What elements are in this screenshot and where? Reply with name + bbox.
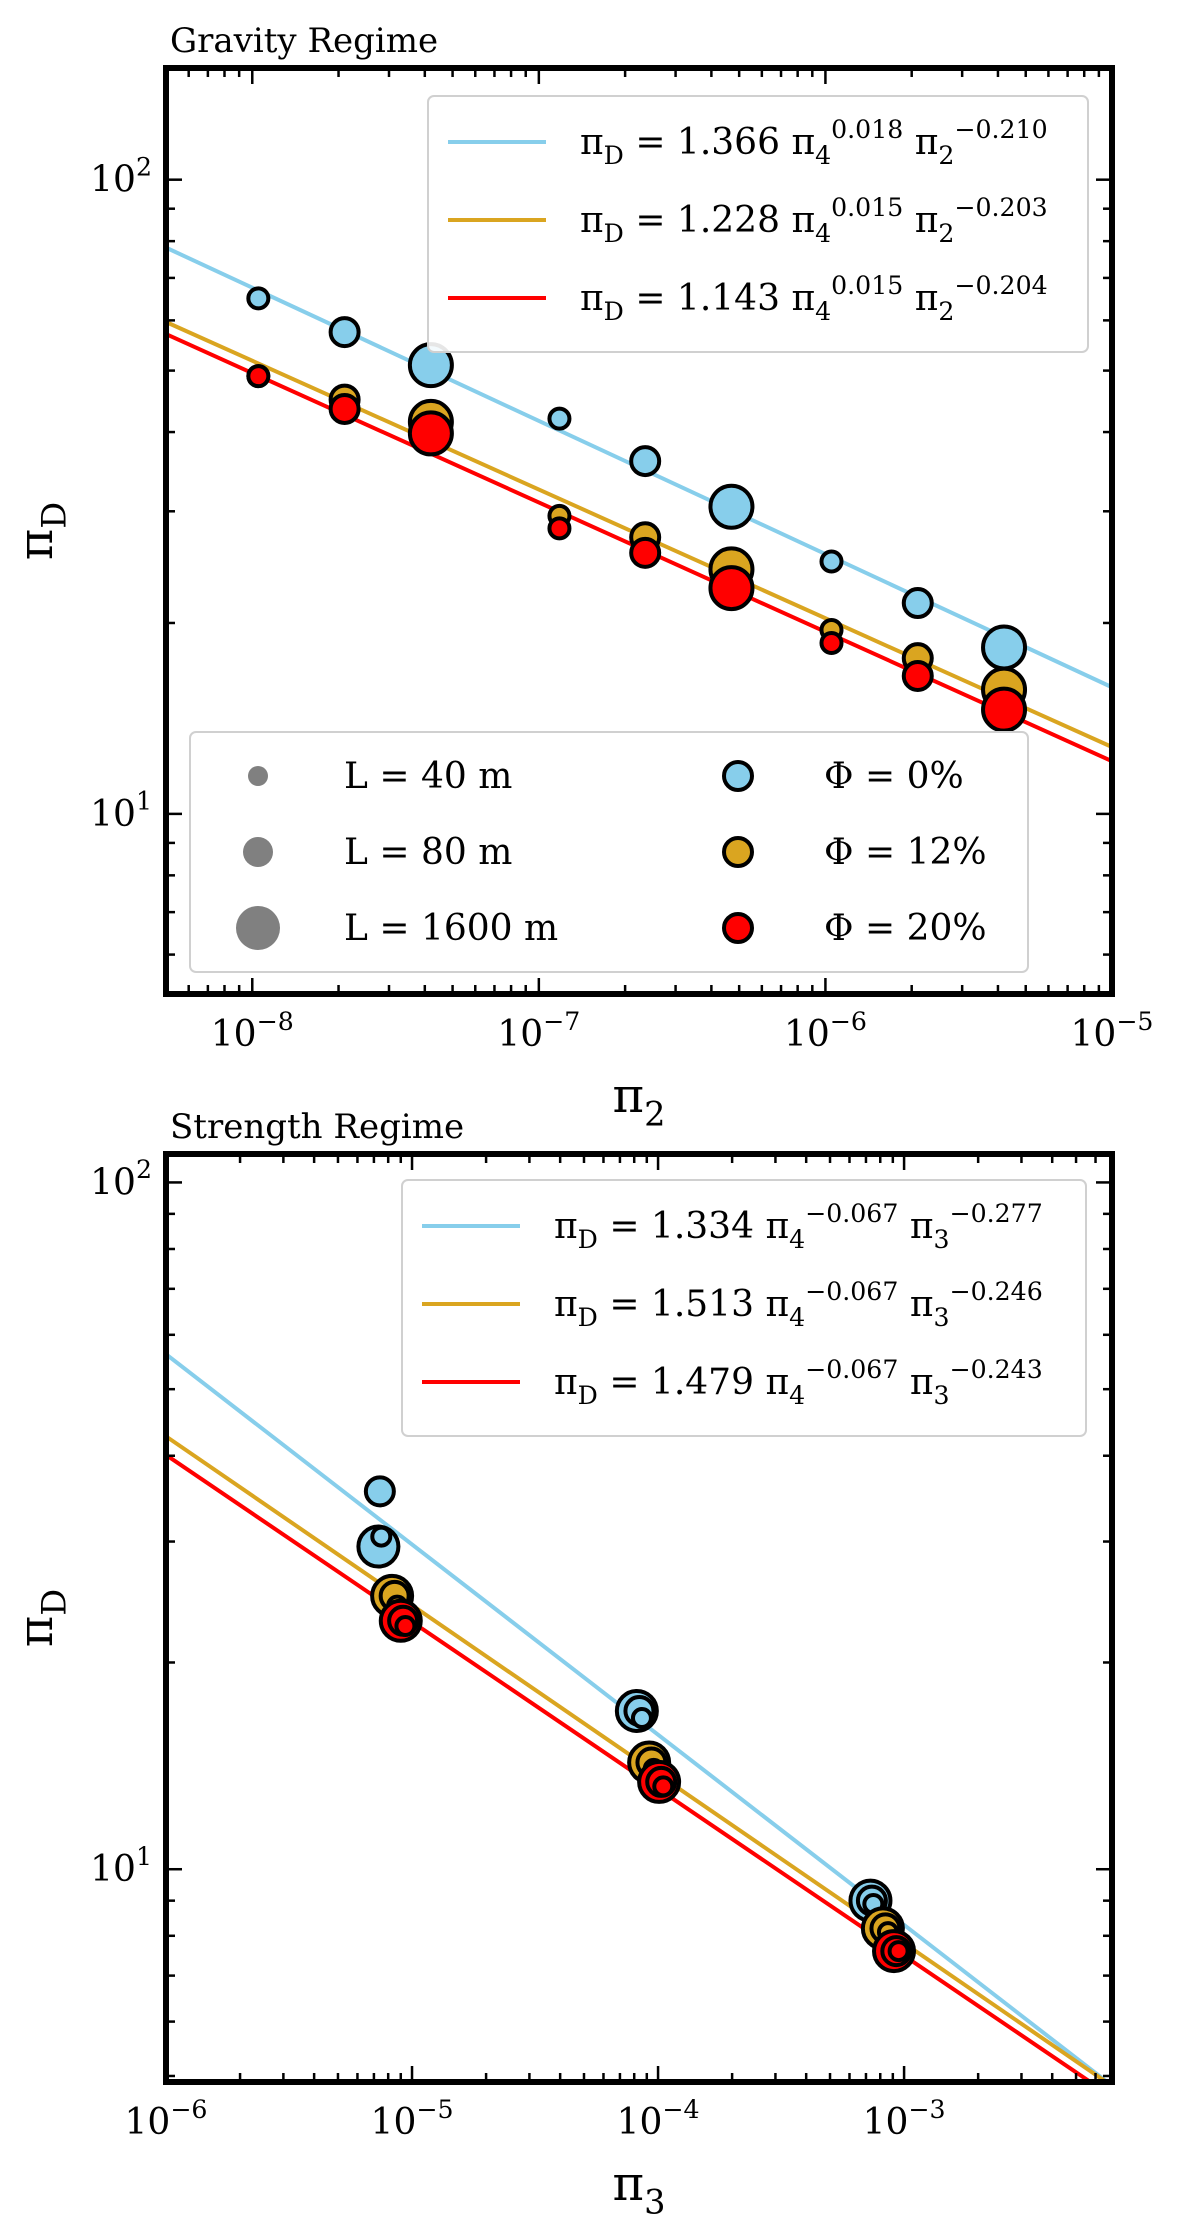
fit-legend-box bbox=[427, 95, 1089, 353]
x-tick-label: 10−7 bbox=[497, 1007, 580, 1055]
data-point bbox=[246, 286, 271, 311]
data-point bbox=[819, 630, 844, 655]
legend-fit-label: πD = 1.228 π40.015 π2−0.203 bbox=[580, 193, 1048, 248]
x-tick-label: 10−4 bbox=[617, 2095, 700, 2143]
size-legend-marker bbox=[243, 837, 273, 867]
color-legend-label: Φ = 20% bbox=[824, 908, 987, 949]
data-points bbox=[246, 286, 1028, 733]
data-point bbox=[887, 1940, 910, 1963]
data-point bbox=[819, 549, 844, 574]
axis-ticks bbox=[164, 68, 1114, 994]
y-tick-label: 101 bbox=[90, 1842, 152, 1890]
x-axis-label: π2 bbox=[613, 1068, 666, 1133]
data-point bbox=[328, 316, 361, 349]
legend-fit-label: πD = 1.366 π40.018 π2−0.210 bbox=[580, 115, 1048, 170]
data-point bbox=[547, 516, 572, 541]
data-point bbox=[981, 686, 1028, 733]
marker-legend-box bbox=[189, 731, 1029, 973]
size-legend-marker bbox=[236, 906, 280, 950]
data-point bbox=[708, 565, 755, 612]
marker-legend: L = 40 m L = 80 m L = 1600 m Φ = 0% Φ = 12% Φ… bbox=[189, 731, 1029, 973]
plot-frame bbox=[163, 1151, 1115, 2085]
y-axis-label: πD bbox=[8, 502, 73, 560]
legend-fit-label: πD = 1.334 π4−0.067 π3−0.277 bbox=[554, 1199, 1043, 1254]
legend-fit-label: πD = 1.479 π4−0.067 π3−0.243 bbox=[554, 1355, 1043, 1410]
size-legend-label: L = 80 m bbox=[344, 832, 512, 873]
data-point bbox=[981, 624, 1028, 671]
data-points bbox=[356, 1475, 917, 1974]
color-legend-marker bbox=[722, 836, 754, 868]
panel-title: Strength Regime bbox=[170, 1107, 464, 1147]
data-point bbox=[652, 1775, 675, 1798]
axis-ticks bbox=[164, 1154, 1114, 2082]
gravity-regime-panel: Gravity Regime 10−8 10−7 10−6 10−5 101 102 π2 πD… bbox=[8, 21, 1153, 1133]
x-tick-label: 10−5 bbox=[371, 2095, 454, 2143]
data-point bbox=[629, 536, 662, 569]
x-tick-label: 10−8 bbox=[211, 1007, 294, 1055]
color-legend-label: Φ = 12% bbox=[824, 832, 987, 873]
x-tick-label: 10−3 bbox=[863, 2095, 946, 2143]
data-point bbox=[629, 445, 662, 478]
data-point bbox=[363, 1475, 396, 1508]
x-tick-label: 10−6 bbox=[784, 1007, 867, 1055]
strength-regime-panel: Strength Regime 10−6 10−5 10−4 10−3 101 102 π3 π… bbox=[8, 1107, 1115, 2221]
data-point bbox=[901, 587, 934, 620]
data-point bbox=[708, 483, 755, 530]
x-axis-label: π3 bbox=[613, 2156, 666, 2221]
y-axis-label: πD bbox=[8, 1589, 73, 1647]
data-point bbox=[901, 659, 934, 692]
color-legend-label: Φ = 0% bbox=[824, 756, 964, 797]
x-tick-label: 10−5 bbox=[1071, 1007, 1154, 1055]
legend-fit-label: πD = 1.143 π40.015 π2−0.204 bbox=[580, 271, 1048, 326]
panel-title: Gravity Regime bbox=[170, 21, 438, 61]
size-legend-marker bbox=[248, 766, 268, 786]
color-legend-marker bbox=[722, 760, 754, 792]
y-tick-label: 101 bbox=[90, 787, 152, 835]
fit-legend: πD = 1.334 π4−0.067 π3−0.277 πD = 1.513 π… bbox=[401, 1179, 1087, 1437]
data-point bbox=[328, 392, 361, 425]
y-tick-label: 102 bbox=[90, 152, 152, 200]
size-legend-label: L = 40 m bbox=[344, 756, 512, 797]
x-tick-label: 10−6 bbox=[125, 2095, 208, 2143]
size-legend-label: L = 1600 m bbox=[344, 908, 558, 949]
data-point bbox=[630, 1707, 653, 1730]
data-point bbox=[370, 1525, 393, 1548]
plot-frame bbox=[163, 65, 1115, 997]
fit-legend-box bbox=[401, 1179, 1087, 1437]
legend-fit-label: πD = 1.513 π4−0.067 π3−0.246 bbox=[554, 1277, 1043, 1332]
data-point bbox=[407, 410, 454, 457]
data-point bbox=[547, 406, 572, 431]
y-tick-label: 102 bbox=[90, 1155, 152, 1203]
data-point bbox=[246, 364, 271, 389]
fit-legend: πD = 1.366 π40.018 π2−0.210 πD = 1.228 π4… bbox=[427, 95, 1089, 353]
color-legend-marker bbox=[722, 912, 754, 944]
data-point bbox=[394, 1615, 417, 1638]
